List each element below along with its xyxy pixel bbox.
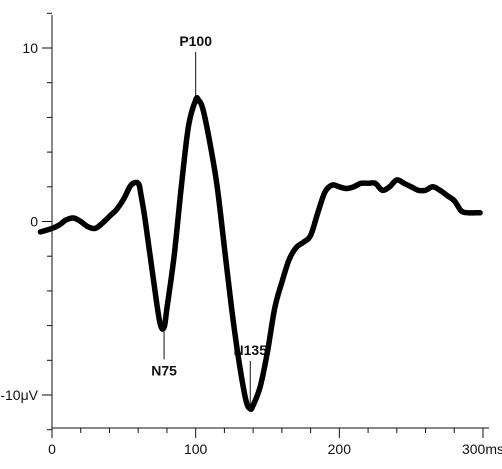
annotation-label: N75 — [151, 362, 177, 378]
annotations: P100 N75 N135 — [151, 33, 267, 405]
annotation-label: P100 — [179, 33, 212, 49]
y-tick-label: 0 — [30, 214, 38, 230]
y-axis: 10 0 -10μV — [0, 12, 53, 431]
x-tick-label: 100 — [184, 441, 208, 457]
annotation-label: N135 — [234, 342, 268, 358]
x-tick-label: 0 — [48, 441, 56, 457]
series-group — [37, 94, 483, 412]
y-tick-label: 10 — [22, 40, 38, 56]
x-axis: 0 100 200 300ms — [48, 427, 502, 457]
series-line-0 — [37, 94, 483, 412]
x-tick-label: 200 — [328, 441, 352, 457]
x-tick-label: 300ms — [462, 441, 502, 457]
y-tick-label: -10μV — [0, 387, 38, 403]
